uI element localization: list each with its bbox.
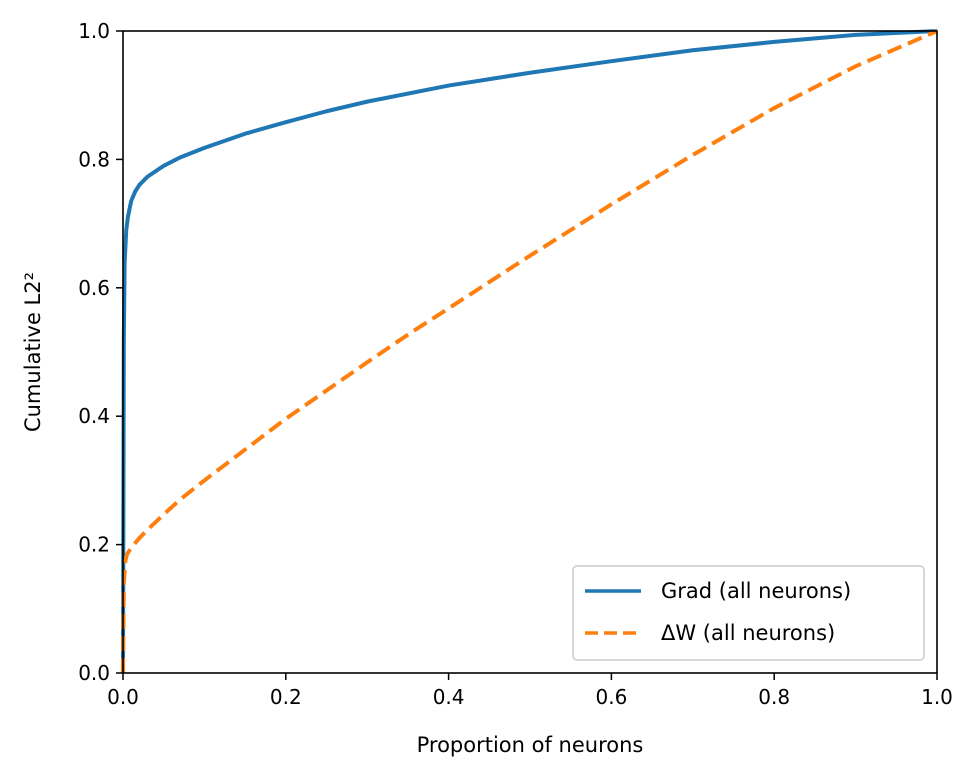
x-axis-title: Proportion of neurons — [417, 733, 644, 757]
x-tick-label: 1.0 — [921, 685, 953, 709]
x-tick-label: 0.8 — [758, 685, 790, 709]
x-tick-label: 0.6 — [595, 685, 627, 709]
y-tick-label: 0.4 — [78, 404, 110, 428]
y-axis-title: Cumulative L2² — [21, 272, 45, 432]
x-tick-label: 0.2 — [270, 685, 302, 709]
legend-box — [572, 565, 925, 661]
y-tick-label: 0.2 — [78, 533, 110, 557]
legend-label-delta-w: ΔW (all neurons) — [661, 621, 835, 645]
x-tick-label: 0.4 — [433, 685, 465, 709]
y-tick-label: 0.8 — [78, 147, 110, 171]
y-axis-ticks: 0.0 0.2 0.4 0.6 0.8 1.0 — [78, 19, 123, 685]
series-line-1 — [121, 29, 938, 674]
plot-frame — [122, 30, 938, 674]
x-tick-label: 0.0 — [107, 685, 139, 709]
series-layer — [121, 29, 938, 674]
y-tick-label: 0.6 — [78, 276, 110, 300]
legend: Grad (all neurons) ΔW (all neurons) — [572, 565, 925, 661]
series-line-0 — [121, 29, 938, 674]
y-tick-label: 1.0 — [78, 19, 110, 43]
y-tick-label: 0.0 — [78, 661, 110, 685]
legend-label-grad: Grad (all neurons) — [661, 579, 851, 603]
x-axis-ticks: 0.0 0.2 0.4 0.6 0.8 1.0 — [107, 673, 953, 709]
